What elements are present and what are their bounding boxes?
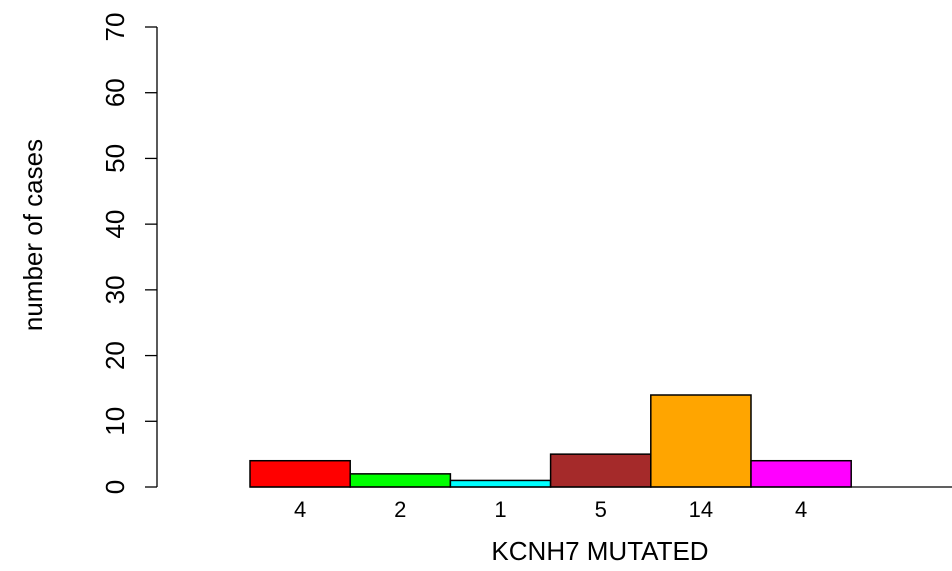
y-tick-label: 50: [100, 144, 130, 173]
y-tick-label: 60: [100, 78, 130, 107]
bar: [349, 473, 452, 488]
bars: [249, 394, 852, 488]
x-tick-label: 1: [494, 497, 506, 522]
bar: [449, 479, 552, 488]
y-axis-label: number of cases: [18, 139, 48, 331]
x-tick-label: 2: [394, 497, 406, 522]
x-tick-label: 14: [689, 497, 713, 522]
y-tick-label: 0: [100, 480, 130, 494]
y-tick-label: 40: [100, 210, 130, 239]
x-tick-label: 4: [294, 497, 306, 522]
x-tick-label: 4: [795, 497, 807, 522]
y-tick-label: 70: [100, 13, 130, 42]
bar: [549, 453, 652, 488]
x-tick-label: 5: [595, 497, 607, 522]
y-axis: 0 10 20 30 40 50 60 70: [100, 13, 158, 494]
x-tick-labels: 4 2 1 5 14 4: [294, 497, 807, 522]
bar: [650, 394, 752, 488]
y-tick-label: 30: [100, 275, 130, 304]
bar: [750, 459, 852, 488]
y-tick-label: 20: [100, 341, 130, 370]
bar: [249, 459, 351, 488]
x-axis-label: KCNH7 MUTATED: [491, 536, 708, 566]
y-tick-label: 10: [100, 407, 130, 436]
